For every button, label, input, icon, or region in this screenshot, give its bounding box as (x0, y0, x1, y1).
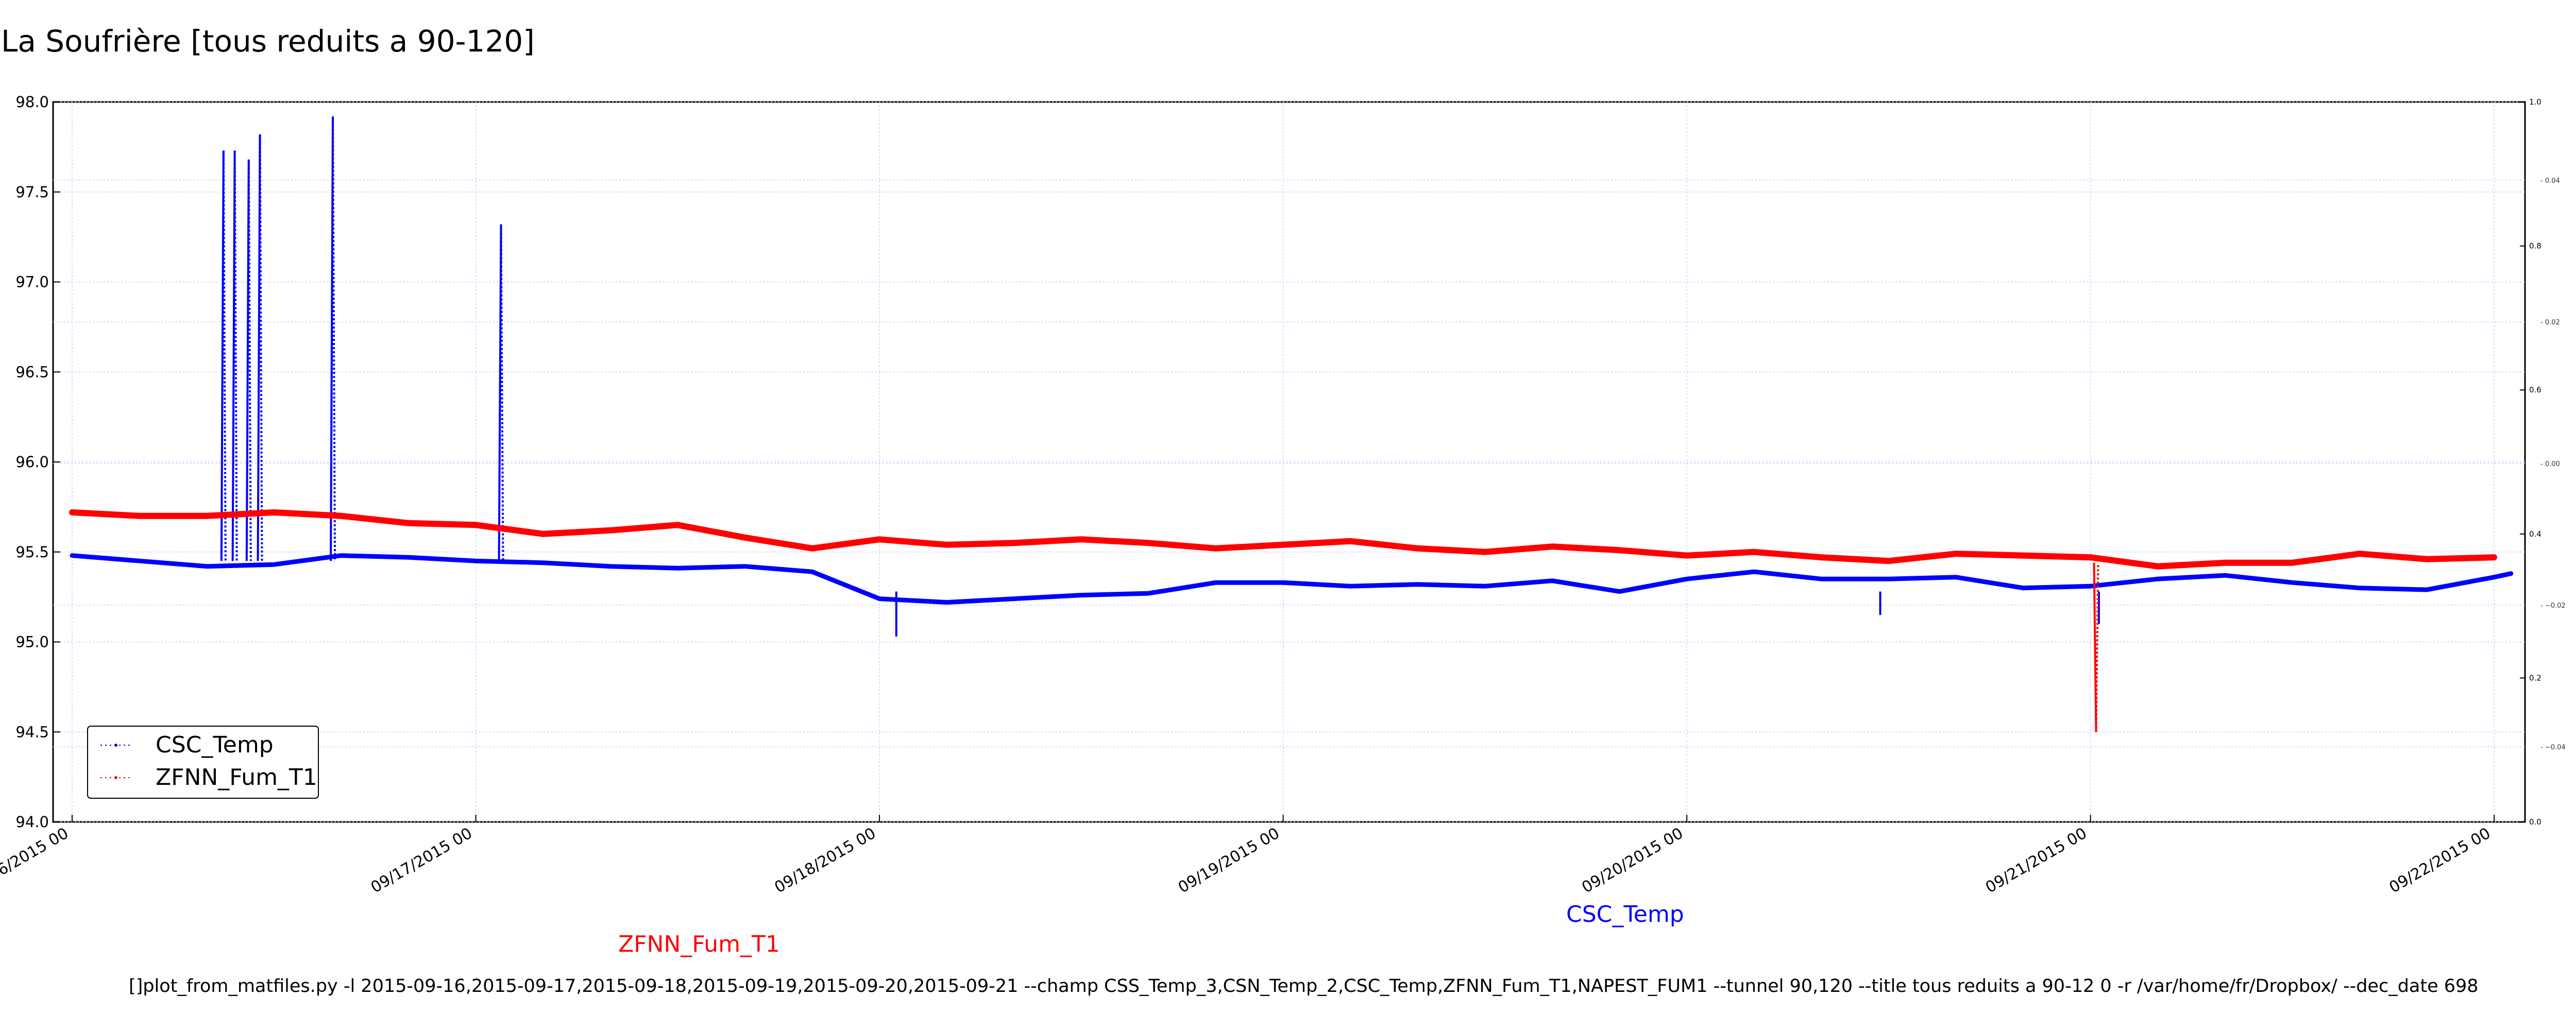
y-axis-left: 94.0 94.5 95.0 95.5 96.0 96.5 97.0 97.5 98.0 (15, 93, 60, 831)
spike-csc-temp (220, 150, 225, 561)
x-tick-label: 09/22/2015 00 (2386, 825, 2494, 897)
right-tick-label: 0.0 (2529, 817, 2541, 827)
right-minor-tick-label: - −0.04 (2540, 744, 2566, 751)
spike-csc-temp (231, 150, 236, 561)
y-tick-label: 96.0 (15, 453, 49, 471)
right-tick-label: 0.2 (2529, 673, 2541, 682)
annotation-csc-temp: CSC_Temp (1566, 901, 1684, 928)
x-tick-label: 09/17/2015 00 (368, 825, 476, 897)
y-tick-label: 98.0 (15, 93, 49, 111)
legend-box (87, 726, 319, 799)
y-tick-label: 97.5 (15, 183, 49, 201)
series-line-zfnn-fum-t1 (69, 509, 2498, 570)
legend: CSC_Temp ZFNN_Fum_T1 (87, 726, 319, 799)
x-tick-label: 09/20/2015 00 (1579, 825, 1687, 897)
spike-csc-temp-return (500, 224, 504, 561)
right-tick-label: 0.6 (2529, 385, 2541, 394)
right-minor-tick-label: - 0.02 (2540, 319, 2560, 327)
y-tick-label: 94.5 (15, 723, 49, 741)
spike-csc-temp (330, 116, 334, 561)
x-tick-label: 09/19/2015 00 (1175, 825, 1283, 897)
y-tick-label: 95.5 (15, 543, 49, 561)
spike-csc-temp (498, 224, 502, 561)
right-tick-label: 1.0 (2529, 97, 2541, 107)
spike-csc-temp-return (259, 134, 263, 561)
y-axis-right-minor: - −0.04 - −0.02 - 0.00 - 0.02 - 0.04 (2540, 177, 2566, 751)
spike-csc-temp-return (233, 150, 238, 561)
legend-marker-zfnn-fum-t1 (114, 776, 117, 779)
y-tick-label: 94.0 (15, 813, 49, 831)
right-minor-tick-label: - −0.02 (2540, 602, 2566, 610)
spike-csc-temp-return (247, 159, 252, 561)
right-tick-label: 0.4 (2529, 529, 2541, 539)
x-tick-label: 09/18/2015 00 (771, 825, 879, 897)
annotation-zfnn-fum-t1: ZFNN_Fum_T1 (618, 931, 780, 957)
x-tick-label: 09/21/2015 00 (1982, 825, 2090, 897)
series-line-csc-temp (70, 553, 2514, 605)
right-minor-tick-label: - 0.00 (2540, 460, 2560, 468)
command-line-footer: []plot_from_matfiles.py -l 2015-09-16,20… (129, 976, 2479, 997)
right-tick-label: 0.8 (2529, 242, 2541, 251)
chart-title: La Soufrière [tous reduits a 90-120] (1, 24, 535, 59)
y-axis-right: 0.0 0.2 0.4 0.6 0.8 1.0 (2520, 97, 2541, 827)
x-tick-label: 09/16/2015 00 (0, 825, 72, 897)
spike-zfnn-fum-t1-return (2095, 562, 2099, 732)
spike-csc-temp-return (222, 150, 227, 561)
grid (53, 101, 2525, 822)
y-tick-label: 95.0 (15, 633, 49, 651)
y-tick-label: 96.5 (15, 363, 49, 381)
y-tick-label: 97.0 (15, 273, 49, 291)
series-layer (69, 116, 2514, 732)
right-minor-tick-label: - 0.04 (2540, 177, 2560, 185)
legend-marker-csc-temp (114, 744, 117, 747)
spike-zfnn-fum-t1 (2093, 562, 2097, 732)
legend-label-csc-temp: CSC_Temp (156, 732, 274, 758)
legend-label-zfnn-fum-t1: ZFNN_Fum_T1 (156, 764, 317, 791)
x-axis: 09/16/2015 00 09/17/2015 00 09/18/2015 00 0… (0, 815, 2495, 897)
plot-area (52, 101, 2526, 823)
